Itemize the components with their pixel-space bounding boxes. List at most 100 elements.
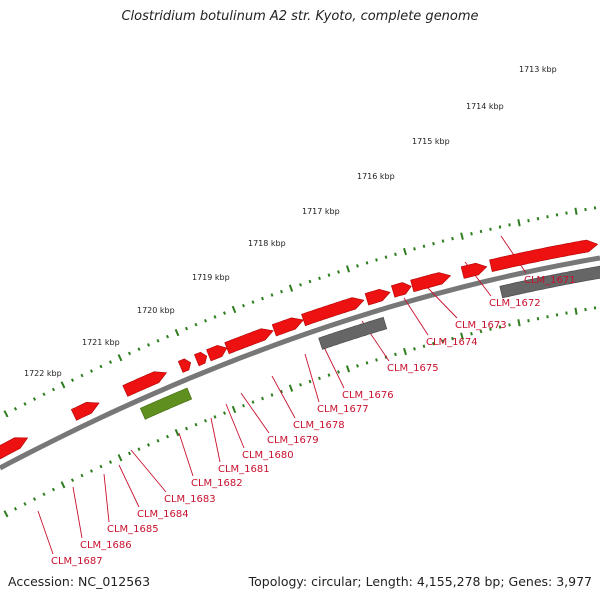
outer-tick — [32, 397, 37, 401]
gene-label: CLM_1684 — [137, 509, 189, 520]
outer-tick — [546, 215, 549, 219]
label-leader-line — [103, 473, 110, 523]
outer-tick — [213, 315, 217, 319]
outer-tick — [137, 347, 141, 351]
outer-tick — [156, 338, 160, 343]
outer-tick — [555, 213, 559, 217]
outer-tick — [489, 227, 492, 231]
gene-labels: CLM_1671 CLM_1672 CLM_1673 CLM_1674 CLM_1675… — [51, 275, 576, 567]
gene-label: CLM_1683 — [164, 494, 216, 505]
outer-tick — [127, 351, 132, 356]
inner-tick — [251, 400, 255, 404]
inner-tick — [117, 454, 123, 462]
gene-feature — [177, 358, 192, 373]
kbp-label: 1716 kbp — [357, 172, 395, 181]
label-leader-line — [178, 432, 194, 477]
outer-tick — [498, 225, 502, 229]
inner-tick — [127, 451, 132, 456]
outer-tick — [536, 217, 540, 221]
scale-ticks-inner — [3, 306, 597, 518]
gene-label: CLM_1671 — [524, 275, 576, 286]
inner-tick — [70, 478, 75, 482]
inner-tick — [32, 497, 37, 501]
outer-tick — [80, 373, 84, 378]
outer-tick — [89, 369, 94, 373]
outer-tick — [593, 206, 597, 210]
gene-feature — [391, 282, 412, 298]
inner-tick — [584, 307, 587, 312]
label-leader-line — [210, 417, 221, 463]
outer-tick — [470, 232, 473, 236]
label-leader-lines — [37, 235, 527, 555]
outer-tick — [394, 252, 397, 257]
outer-tick — [345, 265, 351, 273]
kbp-label: 1721 kbp — [82, 338, 120, 347]
gene-label: CLM_1680 — [242, 450, 294, 461]
kbp-label: 1713 kbp — [519, 65, 557, 74]
inner-tick — [413, 347, 416, 351]
inner-tick — [527, 319, 530, 323]
outer-tick — [288, 284, 294, 292]
outer-tick — [574, 207, 578, 215]
inner-tick — [184, 426, 189, 431]
gene-feature — [206, 345, 228, 362]
outer-tick — [384, 255, 388, 259]
inner-tick — [299, 383, 302, 387]
outer-tick — [318, 276, 321, 281]
kbp-label: 1714 kbp — [466, 102, 504, 111]
outer-tick — [508, 223, 511, 227]
label-leader-line — [403, 297, 429, 336]
outer-tick — [3, 410, 9, 418]
inner-tick — [203, 418, 208, 423]
inner-tick — [231, 405, 237, 414]
gene-label: CLM_1682 — [191, 478, 243, 489]
inner-tick — [365, 361, 369, 365]
scale-ticks-outer — [3, 206, 597, 418]
outer-tick — [99, 364, 103, 369]
gene-label: CLM_1673 — [455, 320, 507, 331]
label-leader-line — [225, 403, 245, 449]
outer-tick — [441, 239, 445, 243]
gene-label: CLM_1672 — [489, 298, 541, 309]
kbp-label: 1722 kbp — [24, 369, 62, 378]
label-leader-line — [271, 375, 296, 419]
gene-feature — [271, 317, 304, 337]
outer-tick — [413, 247, 416, 251]
gene-feature — [489, 239, 599, 272]
gene-features — [0, 239, 600, 460]
outer-tick — [584, 207, 587, 212]
outer-tick — [451, 236, 454, 241]
outer-tick — [375, 258, 378, 262]
inner-tick — [60, 481, 66, 489]
gene-label: CLM_1681 — [218, 464, 270, 475]
inner-tick — [174, 428, 180, 437]
outer-tick — [460, 232, 464, 240]
inner-tick — [222, 411, 227, 415]
inner-tick — [165, 434, 170, 439]
outer-tick — [108, 360, 113, 364]
genome-info-text: Topology: circular; Length: 4,155,278 bp… — [248, 574, 592, 589]
gene-feature — [301, 297, 365, 327]
inner-tick — [108, 460, 113, 464]
gene-feature — [499, 265, 600, 299]
gene-feature — [122, 371, 168, 397]
label-leader-line — [426, 286, 458, 319]
gene-label: CLM_1686 — [80, 540, 132, 551]
outer-tick — [517, 219, 521, 227]
inner-tick — [432, 341, 435, 346]
outer-tick — [479, 229, 483, 234]
outer-tick — [251, 300, 255, 304]
gene-feature — [460, 262, 488, 279]
outer-tick — [365, 261, 369, 265]
outer-tick — [299, 283, 302, 287]
kbp-label: 1719 kbp — [192, 273, 230, 282]
inner-tick — [51, 487, 56, 492]
gene-label: CLM_1677 — [317, 404, 369, 415]
outer-tick — [432, 241, 435, 246]
inner-tick — [3, 510, 9, 518]
inner-tick — [441, 339, 445, 343]
inner-tick — [508, 323, 511, 327]
inner-tick — [394, 352, 397, 357]
outer-tick — [527, 219, 530, 223]
